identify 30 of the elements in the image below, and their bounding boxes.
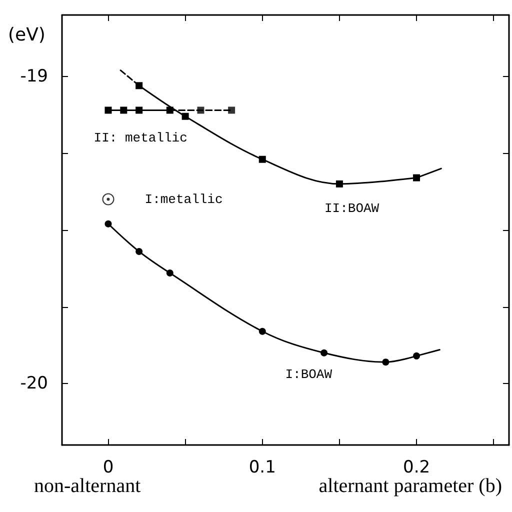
text: non-alternant <box>34 475 142 497</box>
annotation: I:BOAW <box>285 366 332 382</box>
x-tick-label: 0.2 <box>402 458 430 478</box>
y-tick-label: -19 <box>20 66 48 86</box>
point <box>413 352 420 360</box>
point <box>320 349 328 356</box>
point <box>228 106 236 114</box>
y-axis-title: (eV) <box>8 24 46 46</box>
point <box>258 156 266 163</box>
point <box>136 248 143 255</box>
x-tick-label: 0.1 <box>248 458 276 478</box>
point <box>336 180 343 188</box>
x-axis-title: alternant parameter (b) <box>318 475 502 497</box>
annotation: II: metallic <box>94 130 188 146</box>
point <box>120 106 128 114</box>
point <box>258 328 266 335</box>
point <box>104 220 112 228</box>
point <box>413 174 420 182</box>
point <box>166 270 174 276</box>
point <box>102 193 114 206</box>
point <box>136 106 143 114</box>
x-tick-label: 0 <box>102 458 114 478</box>
point <box>382 358 390 366</box>
point <box>136 82 143 90</box>
point <box>182 112 189 120</box>
point <box>166 106 174 114</box>
y-tick-label: -20 <box>20 374 48 394</box>
point <box>104 106 112 114</box>
annotation: II:BOAW <box>324 201 380 216</box>
annotation: I:metallic <box>144 192 223 207</box>
